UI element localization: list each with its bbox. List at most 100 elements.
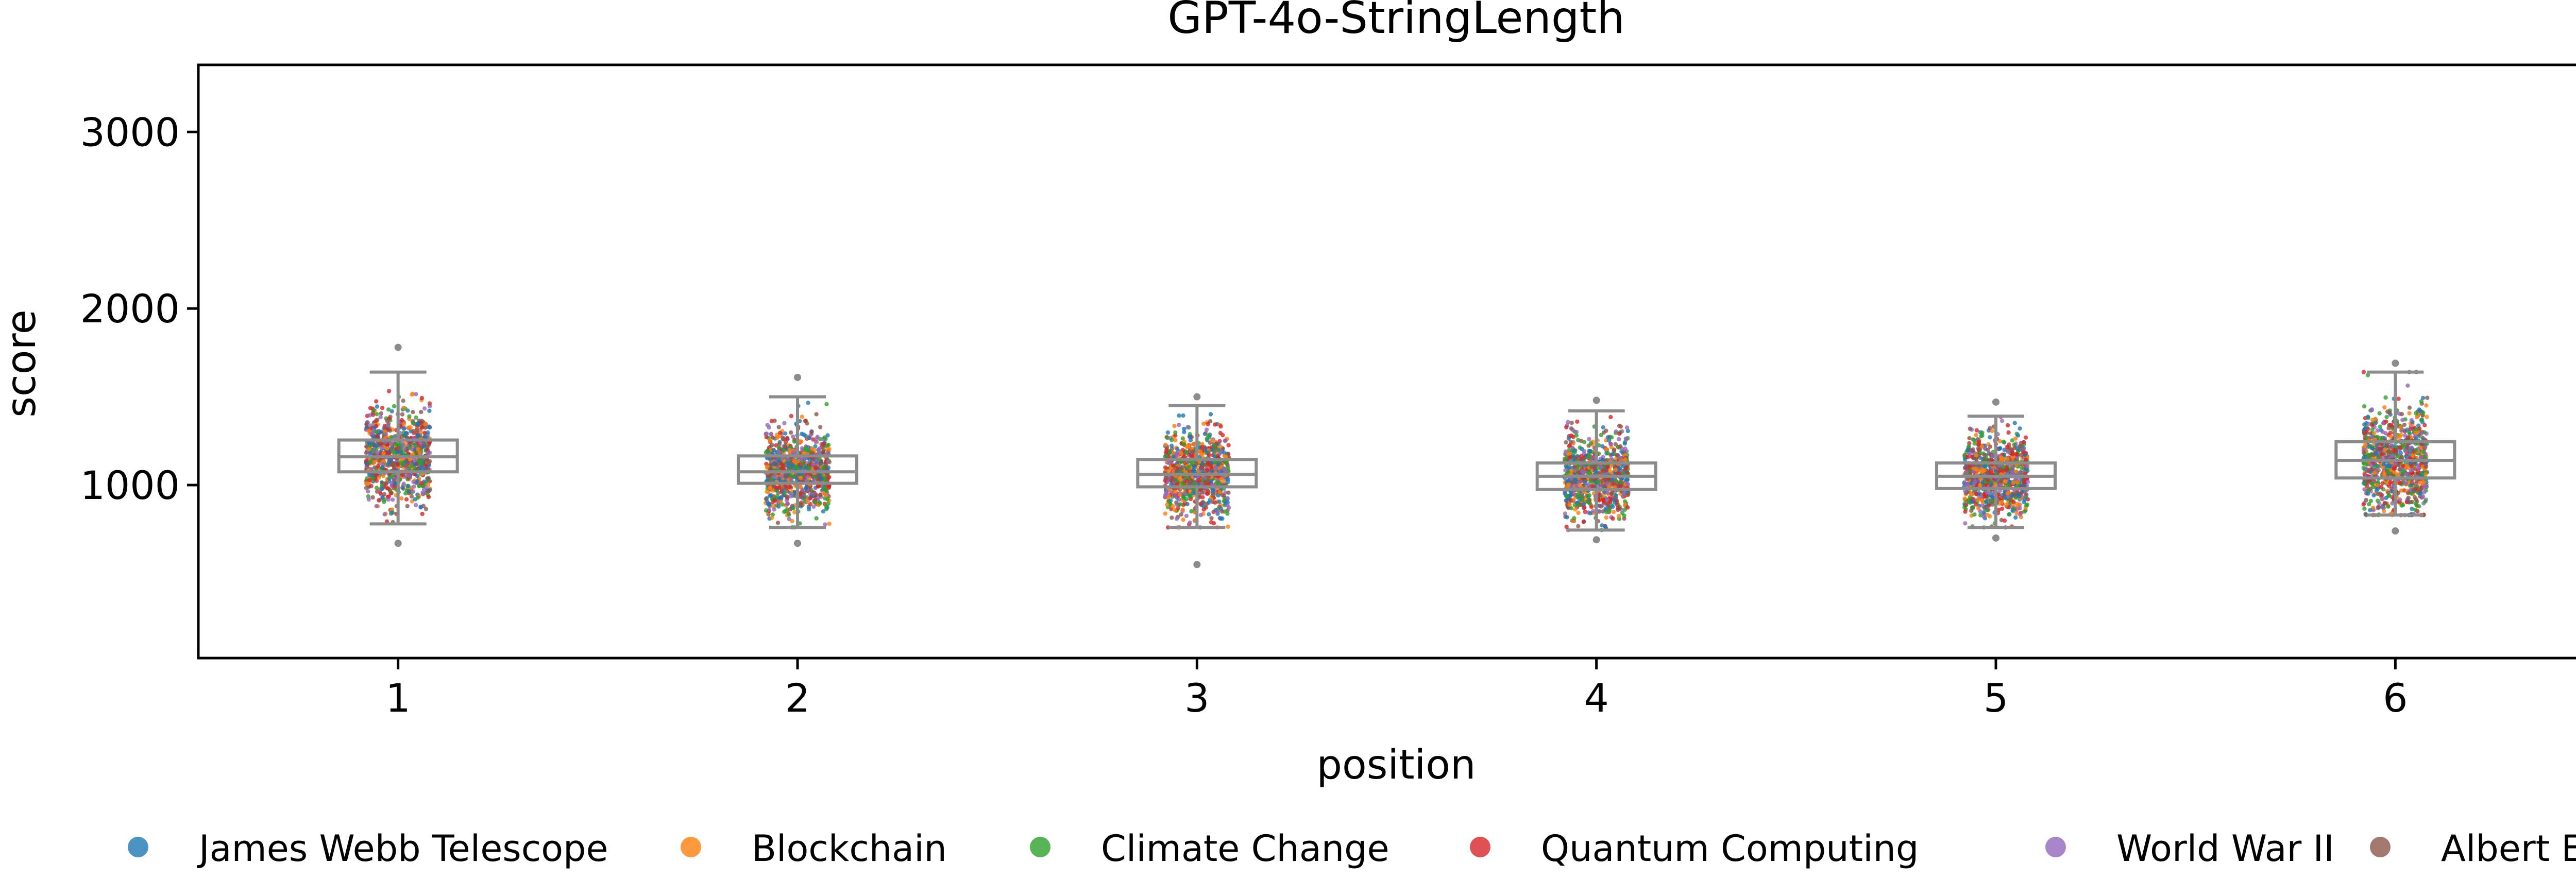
data-point: [1617, 423, 1622, 428]
data-point: [817, 457, 822, 461]
data-point: [1568, 440, 1573, 444]
data-point: [785, 502, 790, 507]
data-point: [1604, 515, 1609, 520]
data-point: [789, 413, 794, 419]
data-point: [1186, 465, 1191, 470]
data-point: [1222, 479, 1226, 484]
data-point: [417, 460, 422, 465]
data-point: [768, 439, 772, 443]
data-point: [2007, 442, 2011, 447]
data-point: [812, 499, 817, 505]
data-point: [1578, 482, 1582, 488]
data-point: [2399, 412, 2404, 417]
data-point: [2014, 452, 2019, 457]
data-point: [1581, 520, 1586, 524]
data-point: [1564, 455, 1569, 460]
data-point: [1174, 466, 1179, 471]
data-point: [1163, 493, 1168, 497]
data-point: [367, 478, 372, 482]
data-point: [385, 419, 389, 423]
data-point: [416, 447, 420, 452]
data-point: [1580, 469, 1585, 474]
data-point: [1964, 470, 1969, 475]
data-point: [1198, 513, 1203, 517]
data-point: [1210, 469, 1214, 474]
data-point: [404, 497, 409, 502]
data-point: [770, 435, 775, 440]
data-point: [404, 430, 409, 436]
data-point: [427, 408, 432, 413]
data-point: [1596, 479, 1601, 485]
data-point: [412, 484, 416, 489]
data-point: [1217, 490, 1222, 495]
data-point: [1601, 425, 1606, 430]
data-point: [827, 447, 832, 452]
data-point: [1971, 505, 1975, 510]
data-point: [1209, 479, 1214, 484]
data-point: [2009, 493, 2014, 497]
data-point: [1980, 469, 1985, 473]
data-point: [1974, 467, 1978, 471]
data-point: [374, 486, 379, 490]
data-point: [1601, 430, 1606, 435]
data-point: [2005, 457, 2010, 461]
data-point: [815, 436, 819, 441]
data-point: [2396, 396, 2401, 401]
data-point: [1183, 491, 1188, 495]
data-point: [1567, 444, 1571, 448]
data-point: [1963, 521, 1968, 526]
data-point: [1207, 453, 1211, 457]
data-point: [811, 504, 816, 509]
data-point: [1191, 491, 1195, 495]
data-point: [1608, 415, 1613, 420]
data-point: [798, 462, 803, 467]
data-point: [777, 478, 782, 482]
data-point: [1167, 461, 1173, 465]
data-point: [1177, 476, 1182, 481]
data-point: [407, 414, 412, 419]
data-point: [1211, 488, 1215, 493]
data-point: [386, 389, 392, 393]
data-point: [1586, 494, 1590, 498]
data-point: [1205, 436, 1209, 441]
data-point: [388, 458, 393, 463]
data-point: [821, 449, 826, 454]
data-point: [2022, 509, 2027, 514]
data-point: [1614, 478, 1618, 483]
data-point: [415, 495, 420, 500]
data-point: [377, 498, 381, 503]
data-point: [1972, 512, 1977, 517]
data-point: [1617, 437, 1621, 442]
data-point: [823, 522, 827, 527]
data-point: [364, 486, 369, 490]
data-point: [1209, 475, 1214, 479]
data-point: [1614, 429, 1618, 434]
data-point: [1200, 495, 1205, 499]
data-point: [1199, 465, 1204, 470]
data-point: [364, 481, 369, 486]
data-point: [1218, 430, 1223, 436]
data-point: [2407, 405, 2412, 410]
data-point: [1974, 453, 1978, 458]
data-point: [375, 450, 380, 455]
data-point: [780, 502, 785, 507]
data-point: [2013, 436, 2018, 441]
data-point: [1625, 481, 1630, 486]
data-point: [419, 409, 423, 415]
data-point: [1184, 478, 1189, 483]
data-point: [2015, 480, 2020, 485]
data-point: [765, 489, 769, 494]
data-point: [2002, 518, 2007, 523]
data-point: [1618, 444, 1623, 448]
data-point: [1198, 450, 1203, 454]
data-point: [1583, 509, 1587, 514]
data-point: [801, 487, 805, 492]
data-point: [2377, 411, 2382, 416]
data-point: [1206, 422, 1210, 426]
data-point: [824, 504, 829, 509]
data-point: [790, 519, 794, 524]
data-point: [1225, 503, 1230, 508]
data-point: [1590, 484, 1595, 489]
data-point: [396, 450, 401, 454]
data-point: [1224, 454, 1229, 459]
